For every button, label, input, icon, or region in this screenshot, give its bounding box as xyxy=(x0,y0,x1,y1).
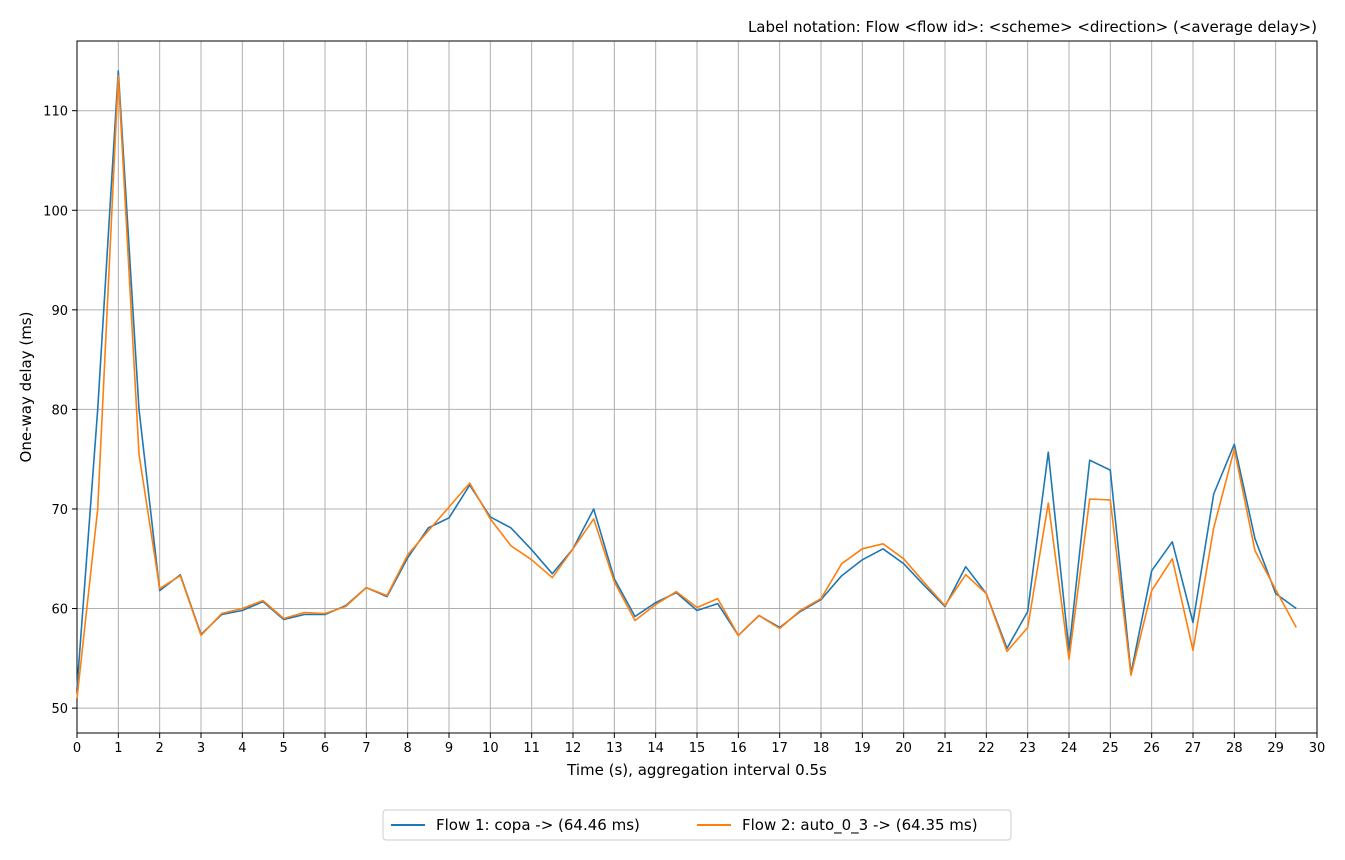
x-tick-label: 14 xyxy=(647,741,664,756)
y-tick-label: 60 xyxy=(51,603,68,618)
x-tick-label: 17 xyxy=(771,741,788,756)
x-tick-label: 16 xyxy=(730,741,747,756)
x-tick-label: 25 xyxy=(1102,741,1119,756)
y-tick-label: 70 xyxy=(51,503,68,518)
y-tick-label: 50 xyxy=(51,702,68,717)
legend: Flow 1: copa -> (64.46 ms) Flow 2: auto_… xyxy=(382,809,1012,841)
x-tick-label: 18 xyxy=(813,741,830,756)
x-tick-label: 4 xyxy=(238,741,246,756)
x-tick-label: 3 xyxy=(197,741,205,756)
x-tick-label: 12 xyxy=(565,741,582,756)
legend-entry-flow-1: Flow 1: copa -> (64.46 ms) xyxy=(436,816,640,834)
x-tick-label: 23 xyxy=(1019,741,1036,756)
x-tick-label: 26 xyxy=(1143,741,1160,756)
x-tick-label: 21 xyxy=(937,741,954,756)
x-tick-label: 10 xyxy=(482,741,499,756)
legend-entry-flow-2: Flow 2: auto_0_3 -> (64.35 ms) xyxy=(742,816,978,835)
x-tick-label: 22 xyxy=(978,741,995,756)
chart-annotation: Label notation: Flow <flow id>: <scheme>… xyxy=(748,18,1317,36)
x-tick-label: 7 xyxy=(362,741,370,756)
y-tick-label: 80 xyxy=(51,403,68,418)
x-tick-label: 13 xyxy=(606,741,623,756)
x-tick-label: 29 xyxy=(1267,741,1284,756)
x-tick-label: 2 xyxy=(156,741,164,756)
series-line-flow-2 xyxy=(76,75,1298,699)
x-tick-label: 28 xyxy=(1226,741,1243,756)
y-tick-label: 110 xyxy=(43,105,68,120)
x-tick-label: 19 xyxy=(854,741,871,756)
x-tick-label: 30 xyxy=(1309,741,1326,756)
x-tick-label: 9 xyxy=(445,741,453,756)
x-tick-label: 6 xyxy=(321,741,329,756)
y-tick-label: 90 xyxy=(51,304,68,319)
series-lines xyxy=(76,70,1298,699)
x-tick-label: 5 xyxy=(280,741,288,756)
x-tick-label: 27 xyxy=(1185,741,1202,756)
axis-ticks: 0 1 2 3 4 5 6 7 8 9 10 11 12 13 14 15 16 17 18 19 20 21 22 23 24… xyxy=(43,105,1325,756)
x-tick-label: 0 xyxy=(73,741,81,756)
x-tick-label: 24 xyxy=(1061,741,1078,756)
y-axis-label: One-way delay (ms) xyxy=(17,312,35,463)
x-tick-label: 11 xyxy=(523,741,540,756)
y-tick-label: 100 xyxy=(43,204,68,219)
grid-lines xyxy=(76,41,1318,733)
x-tick-label: 8 xyxy=(404,741,412,756)
x-axis-label: Time (s), aggregation interval 0.5s xyxy=(566,761,827,779)
x-tick-label: 15 xyxy=(689,741,706,756)
series-line-flow-1 xyxy=(76,70,1297,689)
x-tick-label: 20 xyxy=(895,741,912,756)
x-tick-label: 1 xyxy=(114,741,122,756)
